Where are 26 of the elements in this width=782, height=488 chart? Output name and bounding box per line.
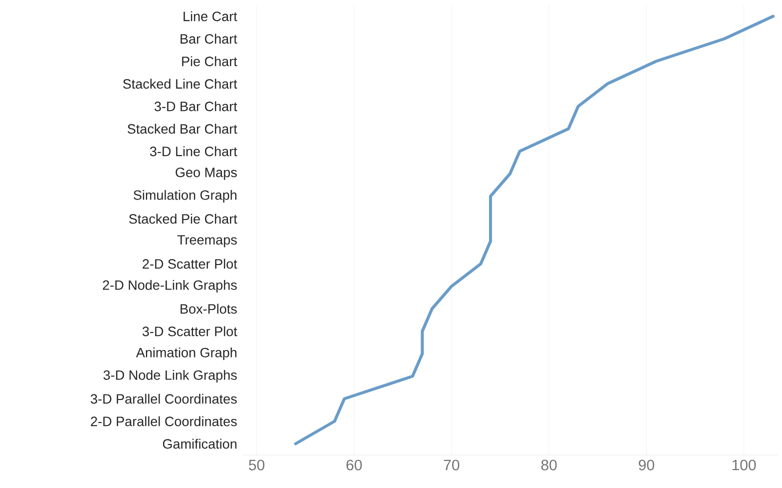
x-tick-label: 100 [732, 460, 756, 470]
x-tick-label: 60 [346, 460, 362, 470]
y-tick-label: Box-Plots [180, 304, 237, 314]
x-tick-label: 50 [248, 460, 264, 470]
y-tick-label: Geo Maps [176, 168, 237, 180]
y-tick-label: 3-D Parallel Coordinates [90, 394, 237, 404]
y-tick-label: 2-D Scatter Plot [142, 258, 238, 269]
y-tick-label: 2-D Parallel Coordinates [90, 416, 237, 426]
y-tick-label: Stacked Line Chart [123, 78, 238, 89]
y-tick-label: Pie Chart [182, 56, 238, 66]
y-tick-label: 2-D Node-Link Graphs [102, 280, 237, 293]
y-tick-label: Treemaps [177, 235, 237, 248]
y-tick-label: 3-D Scatter Plot [142, 326, 238, 336]
y-tick-label: Stacked Pie Chart [129, 214, 238, 224]
y-tick-label: Simulation Graph [134, 190, 236, 203]
x-tick-label: 90 [638, 460, 654, 470]
y-tick-label: Bar Chart [180, 34, 238, 44]
y-tick-label: 3-D Bar Chart [154, 101, 238, 112]
y-tick-label: 3-D Line Chart [150, 146, 238, 156]
y-tick-label: Gamification [162, 438, 236, 449]
y-tick-label: Animation Graph [136, 347, 236, 360]
y-tick-label: Line Cart [184, 11, 238, 22]
x-tick-label: 70 [444, 460, 460, 470]
x-tick-label: 80 [541, 460, 557, 470]
y-tick-label: 3-D Node Link Graphs [104, 370, 237, 383]
y-tick-label: Stacked Bar Chart [128, 124, 238, 134]
